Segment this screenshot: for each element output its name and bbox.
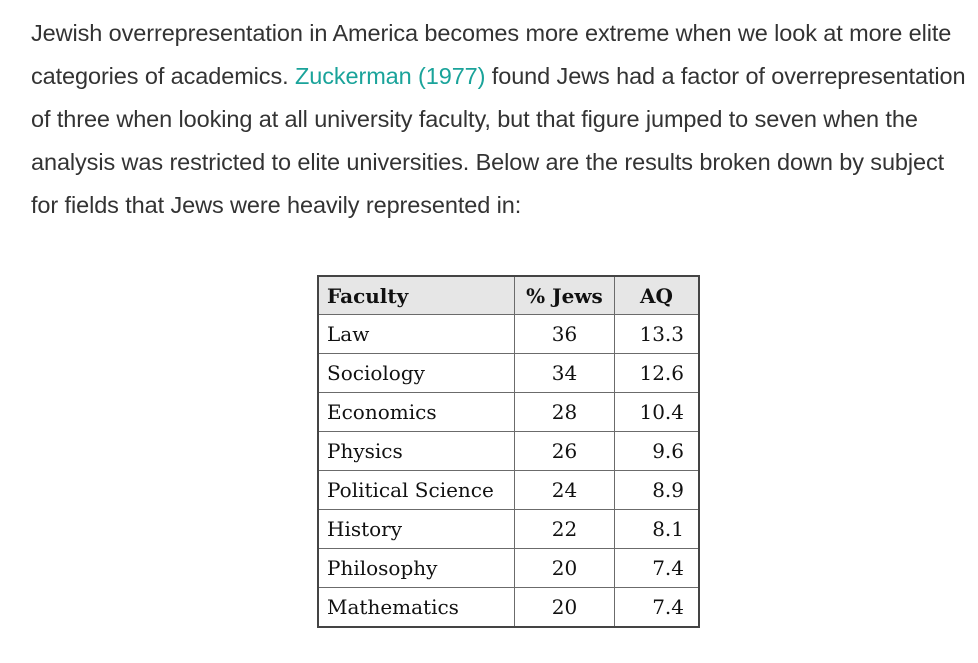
percent-jews-cell: 20 [514,587,615,628]
header-percent-jews: % Jews [514,275,615,315]
article-body: Jewish overrepresentation in America bec… [31,12,966,227]
aq-cell: 10.4 [614,392,700,432]
table-header-row: Faculty % Jews AQ [317,275,700,315]
table-row: Economics 28 10.4 [317,392,700,432]
table-row: Physics 26 9.6 [317,431,700,471]
header-faculty: Faculty [317,275,515,315]
table-row: Sociology 34 12.6 [317,353,700,393]
faculty-table-figure: Faculty % Jews AQ Law 36 13.3 Sociology … [317,275,700,628]
zuckerman-citation-link[interactable]: Zuckerman (1977) [294,63,486,89]
paragraph-text-end: found Jews had a factor of overrepresent… [31,63,966,218]
table-row: Philosophy 20 7.4 [317,548,700,588]
faculty-cell: Political Science [317,470,515,510]
faculty-cell: Mathematics [317,587,515,628]
table-row: Political Science 24 8.9 [317,470,700,510]
aq-cell: 7.4 [614,587,700,628]
intro-paragraph: Jewish overrepresentation in America bec… [31,12,966,227]
percent-jews-cell: 24 [514,470,615,510]
faculty-cell: Physics [317,431,515,471]
header-aq: AQ [614,275,700,315]
aq-cell: 8.1 [614,509,700,549]
aq-cell: 7.4 [614,548,700,588]
faculty-cell: Law [317,314,515,354]
faculty-cell: Economics [317,392,515,432]
aq-cell: 13.3 [614,314,700,354]
aq-cell: 12.6 [614,353,700,393]
percent-jews-cell: 28 [514,392,615,432]
aq-cell: 9.6 [614,431,700,471]
percent-jews-cell: 22 [514,509,615,549]
percent-jews-cell: 26 [514,431,615,471]
percent-jews-cell: 36 [514,314,615,354]
table-row: Mathematics 20 7.4 [317,587,700,628]
faculty-cell: Sociology [317,353,515,393]
faculty-table: Faculty % Jews AQ Law 36 13.3 Sociology … [317,275,700,628]
percent-jews-cell: 34 [514,353,615,393]
paragraph-text-start: Jewish overrepresentation in America bec… [31,20,952,89]
percent-jews-cell: 20 [514,548,615,588]
faculty-cell: Philosophy [317,548,515,588]
aq-cell: 8.9 [614,470,700,510]
table-row: History 22 8.1 [317,509,700,549]
faculty-cell: History [317,509,515,549]
table-row: Law 36 13.3 [317,314,700,354]
